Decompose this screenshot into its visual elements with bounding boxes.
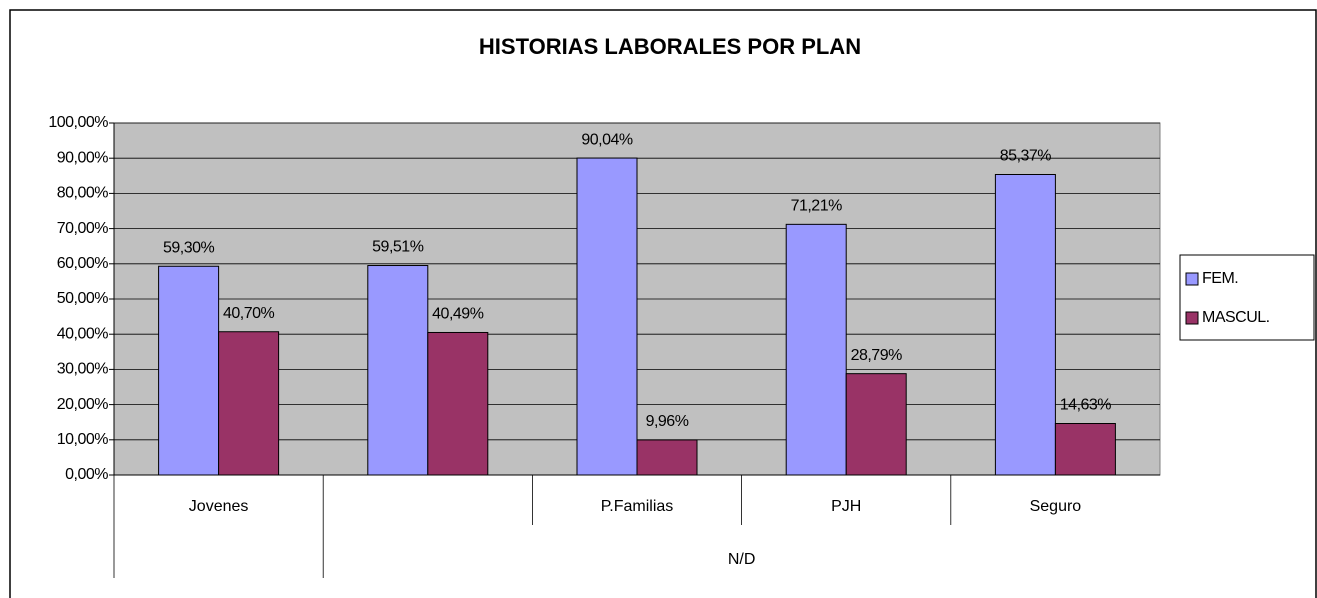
legend-box	[1179, 254, 1315, 341]
bar	[367, 265, 429, 476]
x-tick-label: P.Familias	[601, 498, 674, 515]
bar	[785, 223, 847, 476]
y-tick-label: 30,00%	[57, 361, 109, 378]
data-label: 40,70%	[223, 305, 275, 322]
bar	[845, 373, 907, 476]
bar	[218, 331, 280, 476]
data-label: 28,79%	[851, 347, 903, 364]
bar	[158, 265, 220, 476]
y-tick-label: 20,00%	[57, 396, 109, 413]
bar	[1054, 423, 1116, 476]
data-label: 14,63%	[1060, 397, 1112, 414]
chart-title: HISTORIAS LABORALES POR PLAN	[479, 34, 861, 59]
y-tick-label: 40,00%	[57, 325, 109, 342]
y-tick-label: 90,00%	[57, 149, 109, 166]
x-tick-label: Jovenes	[189, 498, 249, 515]
data-label: 59,51%	[372, 239, 424, 256]
legend-swatch	[1185, 311, 1199, 325]
legend-swatch	[1185, 272, 1199, 286]
data-label: 9,96%	[646, 413, 689, 430]
y-tick-label: 70,00%	[57, 220, 109, 237]
y-tick-label: 0,00%	[65, 466, 108, 483]
x-tick-label: PJH	[831, 498, 861, 515]
data-label: 59,30%	[163, 239, 215, 256]
data-label: 90,04%	[581, 131, 633, 148]
bar	[636, 439, 698, 476]
legend-label: FEM.	[1202, 270, 1238, 287]
legend-label: MASCUL.	[1202, 309, 1270, 326]
y-tick-label: 60,00%	[57, 255, 109, 272]
y-tick-label: 50,00%	[57, 290, 109, 307]
bar	[576, 157, 638, 476]
group-label: N/D	[728, 551, 756, 568]
y-tick-label: 100,00%	[48, 114, 108, 131]
y-tick-label: 80,00%	[57, 185, 109, 202]
bar	[427, 331, 489, 476]
y-tick-label: 10,00%	[57, 431, 109, 448]
bar	[994, 173, 1056, 476]
data-label: 85,37%	[1000, 148, 1052, 165]
x-tick-label: Seguro	[1030, 498, 1082, 515]
data-label: 71,21%	[791, 198, 843, 215]
data-label: 40,49%	[432, 306, 484, 323]
